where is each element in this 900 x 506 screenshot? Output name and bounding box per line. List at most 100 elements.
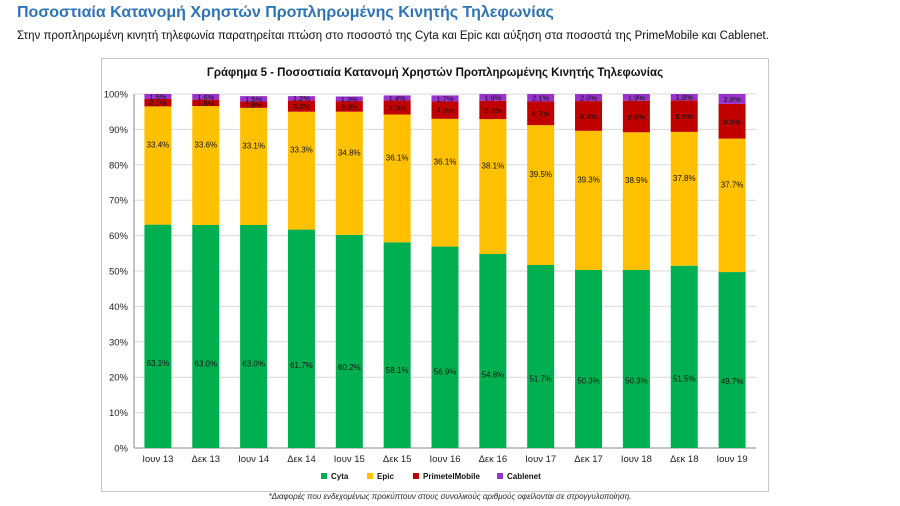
bar-cablenet — [479, 94, 507, 101]
data-label: 38.1% — [482, 162, 505, 171]
bar-epic — [335, 111, 363, 235]
bar-cyta — [622, 269, 650, 448]
x-tick-label: Δεκ 15 — [383, 454, 412, 465]
legend-item: Cablenet — [507, 472, 541, 481]
data-label: 1.8% — [197, 99, 214, 108]
y-tick-label: 100% — [104, 90, 129, 101]
data-label: 60.2% — [338, 363, 361, 372]
legend-item: PrimetelMobile — [423, 472, 480, 481]
data-label: 4.9% — [436, 106, 453, 115]
data-label: 36.1% — [434, 158, 457, 167]
bar-primetelmobile — [575, 101, 603, 131]
bar-epic — [287, 111, 315, 230]
y-tick-label: 90% — [109, 125, 129, 136]
bar-epic — [527, 125, 555, 265]
data-label: 1.3% — [341, 95, 358, 104]
data-label: 2.8% — [724, 95, 741, 104]
data-label: 9.8% — [724, 117, 741, 126]
bar-epic — [144, 106, 172, 225]
data-label: 56.9% — [434, 367, 457, 376]
bar-primetelmobile — [527, 101, 555, 126]
y-tick-label: 20% — [109, 373, 129, 384]
y-tick-label: 10% — [109, 408, 129, 419]
data-label: 33.1% — [242, 141, 265, 150]
x-tick-label: Δεκ 13 — [191, 454, 220, 465]
y-tick-label: 30% — [109, 337, 129, 348]
data-label: 33.6% — [194, 141, 217, 150]
bar-epic — [575, 130, 603, 270]
data-label: 3.2% — [293, 102, 310, 111]
y-tick-label: 40% — [109, 302, 129, 313]
x-tick-label: Δεκ 17 — [574, 454, 603, 465]
bar-cyta — [240, 224, 268, 448]
bar-cablenet — [240, 96, 268, 102]
bar-primetelmobile — [383, 100, 411, 115]
legend-swatch — [367, 473, 373, 479]
data-label: 37.7% — [721, 180, 744, 189]
bar-epic — [192, 106, 220, 225]
bar-primetelmobile — [670, 100, 698, 132]
data-label: 1.8% — [245, 101, 262, 110]
y-tick-label: 60% — [109, 231, 129, 242]
bar-primetelmobile — [192, 99, 220, 107]
data-label: 1.9% — [628, 93, 645, 102]
y-tick-label: 70% — [109, 196, 129, 207]
bar-epic — [383, 114, 411, 243]
bar-cablenet — [144, 94, 172, 99]
bar-epic — [670, 131, 698, 266]
bar-primetelmobile — [335, 101, 363, 112]
data-label: 51.5% — [673, 375, 696, 384]
bar-primetelmobile — [287, 100, 315, 112]
bar-epic — [718, 138, 746, 273]
x-tick-label: Ιουν 13 — [142, 454, 173, 465]
bar-epic — [622, 132, 650, 270]
data-label: 1.9% — [484, 93, 501, 102]
data-label: 33.3% — [290, 146, 313, 155]
bar-cyta — [479, 254, 507, 448]
data-label: 4.0% — [389, 103, 406, 112]
bar-primetelmobile — [144, 98, 172, 107]
x-tick-label: Δεκ 16 — [479, 454, 508, 465]
data-label: 36.1% — [386, 153, 409, 162]
data-label: 37.8% — [673, 174, 696, 183]
x-tick-label: Ιουν 17 — [525, 454, 556, 465]
bar-cablenet — [335, 96, 363, 102]
data-label: 3.0% — [341, 102, 358, 111]
data-label: 34.8% — [338, 148, 361, 157]
data-label: 50.3% — [625, 376, 648, 385]
chart-title: Γράφημα 5 - Ποσοστιαία Κατανομή Χρηστών … — [206, 67, 664, 79]
legend-item: Epic — [377, 472, 394, 481]
y-tick-label: 80% — [109, 160, 129, 171]
legend-item: Cyta — [331, 472, 349, 481]
data-label: 63.1% — [147, 359, 170, 368]
data-label: 38.9% — [625, 176, 648, 185]
data-label: 1.6% — [197, 93, 214, 102]
data-label: 49.7% — [721, 377, 744, 386]
data-label: 2.1% — [149, 99, 166, 108]
data-label: 63.0% — [242, 359, 265, 368]
bar-primetelmobile — [718, 103, 746, 139]
bar-epic — [240, 107, 268, 225]
data-label: 8.4% — [580, 112, 597, 121]
bar-cyta — [527, 264, 555, 448]
data-label: 61.7% — [290, 361, 313, 370]
bar-cablenet — [575, 94, 603, 102]
bar-cablenet — [527, 94, 555, 102]
data-label: 6.7% — [532, 109, 549, 118]
data-label: 39.5% — [529, 170, 552, 179]
y-tick-label: 50% — [109, 267, 129, 278]
data-label: 2.0% — [580, 94, 597, 103]
bar-cablenet — [622, 94, 650, 101]
data-label: 1.7% — [436, 94, 453, 103]
data-label: 58.1% — [386, 366, 409, 375]
bar-cablenet — [431, 95, 459, 102]
bar-epic — [479, 119, 507, 255]
bar-primetelmobile — [431, 101, 459, 119]
data-label: 1.8% — [676, 93, 693, 102]
data-label: 51.7% — [529, 374, 552, 383]
page-title: Ποσοστιαία Κατανομή Χρηστών Προπληρωμένη… — [17, 4, 554, 21]
bar-cyta — [718, 272, 746, 448]
bar-cablenet — [670, 94, 698, 101]
bar-cyta — [287, 229, 315, 448]
data-label: 8.9% — [628, 112, 645, 121]
